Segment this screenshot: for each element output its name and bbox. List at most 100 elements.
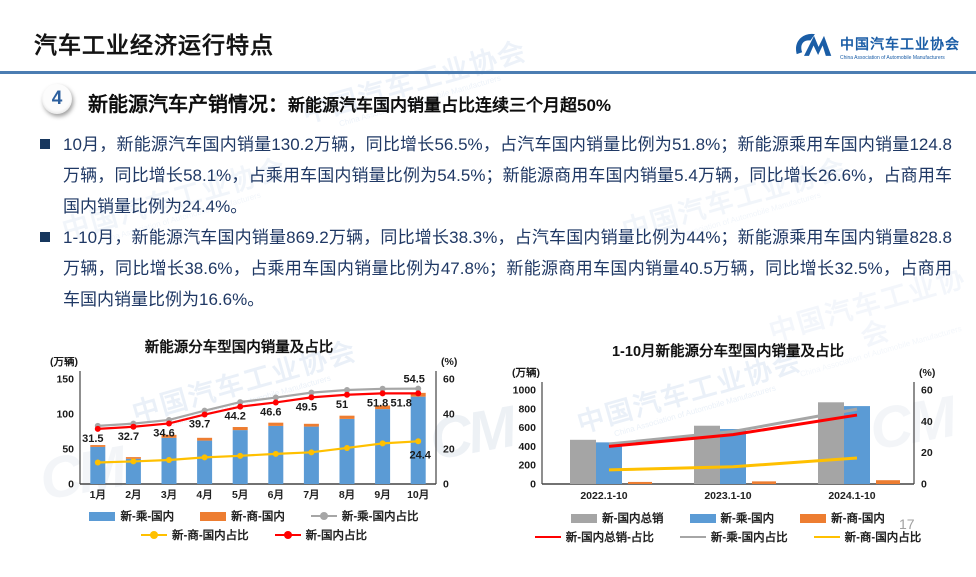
ytd-chart-plot: 0 200 400 600 800 1000 0 20 40 60 (万辆) (%) 2022.1-10… [512, 366, 935, 502]
section-heading-main: 新能源汽车产销情况： [88, 94, 288, 116]
svg-text:51.8: 51.8 [367, 397, 388, 409]
legend-line-swatch-icon [140, 531, 167, 540]
svg-text:39.7: 39.7 [189, 419, 210, 431]
legend-bar-swatch-icon [800, 513, 827, 523]
section-heading-sub: 新能源汽车国内销量占比连续三个月超50% [288, 96, 612, 115]
caam-logo-icon [794, 31, 834, 64]
svg-text:1月: 1月 [90, 489, 106, 501]
svg-text:0: 0 [68, 479, 74, 491]
chart-legend: 新-乘-国内 新-商-国内 新-乘-国内占比新-商-国内占比 新-国内占比 [28, 508, 480, 543]
legend-line-swatch-icon [310, 512, 337, 521]
page-title: 汽车工业经济运行特点 [34, 32, 274, 58]
svg-text:20: 20 [921, 447, 933, 459]
legend-bar-swatch-icon [89, 511, 116, 521]
svg-text:9月: 9月 [374, 489, 390, 501]
legend-item: 新-商-国内 [800, 510, 885, 526]
legend-row: 新-乘-国内 新-商-国内 新-乘-国内占比 [28, 508, 480, 524]
legend-line-swatch-icon [679, 535, 706, 539]
legend-label: 新-乘-国内 [720, 513, 775, 525]
svg-text:6月: 6月 [268, 489, 284, 501]
bullet-list: 10月，新能源汽车国内销量130.2万辆，同比增长56.5%，占汽车国内销量比例… [40, 129, 952, 315]
legend-label: 新-乘-国内 [120, 511, 175, 523]
legend-label: 新-商-国内占比 [844, 532, 922, 544]
chart-legend: 新-国内总销 新-乘-国内 新-商-国内新-国内总销-占比 新-乘-国内占比 新-商-国… [486, 510, 970, 545]
legend-item: 新-商-国内占比 [813, 529, 922, 545]
svg-text:600: 600 [518, 422, 536, 434]
legend-item: 新-国内总销 [571, 510, 664, 526]
svg-text:44.2: 44.2 [224, 411, 245, 423]
svg-text:(%): (%) [919, 367, 935, 379]
legend-marker-dot-icon [283, 531, 292, 540]
legend-label: 新-乘-国内占比 [710, 532, 788, 544]
legend-item: 新-商-国内占比 [140, 527, 249, 543]
legend-item: 新-乘-国内占比 [310, 508, 419, 524]
svg-text:51: 51 [336, 399, 348, 411]
bullet-square-icon [40, 129, 63, 222]
bullet-text-jan-october: 1-10月，新能源汽车国内销量869.2万辆，同比增长38.3%，占汽车国内销量… [63, 228, 952, 309]
svg-text:800: 800 [518, 403, 536, 415]
svg-text:31.5: 31.5 [82, 433, 103, 445]
svg-text:40: 40 [443, 409, 455, 421]
legend-line-swatch-icon [274, 531, 301, 540]
svg-text:49.5: 49.5 [296, 401, 317, 413]
legend-label: 新-国内总销-占比 [565, 532, 654, 544]
svg-text:50: 50 [62, 444, 74, 456]
legend-label: 新-商-国内 [831, 513, 885, 525]
svg-text:51.8: 51.8 [390, 397, 411, 409]
svg-text:400: 400 [518, 441, 536, 453]
legend-label: 新-国内总销 [602, 513, 664, 525]
svg-text:150: 150 [56, 374, 74, 386]
legend-line-swatch-icon [534, 535, 561, 539]
page-number: 17 [899, 516, 915, 532]
chart-ytd-nev-sales: 1-10月新能源分车型国内销量及占比 0 200 400 600 800 1000 0 20 4… [486, 340, 970, 545]
legend-marker-dot-icon [149, 531, 158, 540]
svg-text:100: 100 [56, 409, 74, 421]
title-divider [0, 71, 976, 74]
legend-label: 新-商-国内占比 [171, 530, 249, 542]
svg-text:20: 20 [443, 444, 455, 456]
legend-row: 新-商-国内占比 新-国内占比 [28, 527, 480, 543]
bullet-item: 10月，新能源汽车国内销量130.2万辆，同比增长56.5%，占汽车国内销量比例… [40, 129, 952, 222]
svg-text:7月: 7月 [303, 489, 319, 501]
legend-item: 新-乘-国内占比 [679, 529, 788, 545]
legend-item: 新-商-国内 [200, 508, 285, 524]
legend-bar-swatch-icon [571, 513, 598, 523]
svg-text:24.4: 24.4 [409, 449, 431, 461]
bullet-square-icon [40, 222, 63, 315]
svg-text:0: 0 [530, 479, 536, 491]
svg-text:40: 40 [921, 416, 933, 428]
svg-text:34.6: 34.6 [153, 427, 174, 439]
legend-item: 新-乘-国内 [89, 508, 174, 524]
svg-text:46.6: 46.6 [260, 406, 281, 418]
chart-monthly-nev-sales: 新能源分车型国内销量及占比 0 50 100 150 0 20 40 60 (万辆) (%) 31.… [28, 336, 480, 543]
legend-row: 新-国内总销 新-乘-国内 新-商-国内 [486, 510, 970, 526]
legend-bar-swatch-icon [689, 513, 716, 523]
chart-title: 1-10月新能源分车型国内销量及占比 [611, 344, 845, 360]
svg-text:4月: 4月 [196, 489, 212, 501]
legend-label: 新-乘-国内占比 [341, 511, 419, 523]
logo-org-name-en: China Association of Automobile Manufact… [840, 55, 945, 61]
section-number-badge: 4 [42, 84, 72, 114]
legend-label: 新-商-国内 [231, 511, 285, 523]
svg-text:1000: 1000 [513, 385, 537, 397]
legend-line-swatch-icon [813, 535, 840, 539]
svg-text:54.5: 54.5 [403, 374, 424, 386]
svg-text:200: 200 [518, 460, 536, 472]
logo-org-name: 中国汽车工业协会 [840, 36, 960, 52]
svg-text:(%): (%) [441, 357, 457, 368]
legend-marker-dot-icon [319, 512, 328, 521]
section-heading: 新能源汽车产销情况：新能源汽车国内销量占比连续三个月超50% [88, 88, 611, 117]
svg-text:(万辆): (万辆) [50, 357, 78, 368]
svg-text:3月: 3月 [161, 489, 177, 501]
legend-item: 新-乘-国内 [689, 510, 775, 526]
legend-label: 新-国内占比 [305, 530, 367, 542]
monthly-chart-plot: 0 50 100 150 0 20 40 60 (万辆) (%) 31.5 32.7 34.6 39.7 4… [50, 357, 457, 501]
svg-text:60: 60 [921, 385, 933, 397]
caam-logo: 中国汽车工业协会 China Association of Automobile… [794, 31, 960, 64]
svg-text:5月: 5月 [232, 489, 248, 501]
legend-item: 新-国内总销-占比 [534, 529, 654, 545]
chart-title: 新能源分车型国内销量及占比 [144, 340, 334, 356]
svg-text:60: 60 [443, 374, 455, 386]
bullet-item: 1-10月，新能源汽车国内销量869.2万辆，同比增长38.3%，占汽车国内销量… [40, 222, 952, 315]
